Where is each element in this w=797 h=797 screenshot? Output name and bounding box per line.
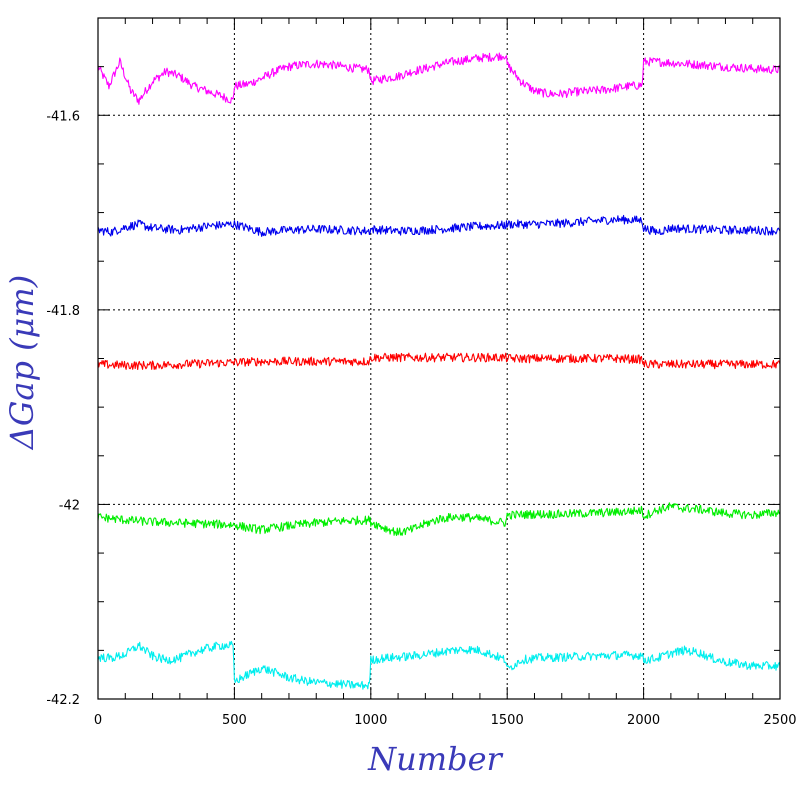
series-line-1 xyxy=(97,52,781,105)
x-tick-labels: 0 500 1000 1500 2000 2500 xyxy=(94,713,797,728)
y-tick-label: -41.6 xyxy=(46,109,80,124)
x-tick-label: 500 xyxy=(222,713,247,728)
x-tick-label: 2500 xyxy=(763,713,796,728)
x-tick-label: 1000 xyxy=(354,713,387,728)
x-tick-label: 1500 xyxy=(491,713,524,728)
y-tick-labels: -42.2 -42 -41.8 -41.6 xyxy=(46,109,80,708)
series-line-2 xyxy=(97,214,781,237)
x-axis-title: Number xyxy=(367,740,503,778)
y-axis-title: ΔGap (μm) xyxy=(3,275,41,452)
y-tick-label: -42 xyxy=(59,498,80,513)
plot-frame xyxy=(97,17,781,700)
axis-ticks xyxy=(97,18,781,700)
series-line-5 xyxy=(97,640,781,690)
y-tick-label: -42.2 xyxy=(46,693,80,708)
y-tick-label: -41.8 xyxy=(46,304,80,319)
grid-lines xyxy=(98,18,780,699)
x-tick-label: 0 xyxy=(94,713,102,728)
x-tick-label: 2000 xyxy=(627,713,660,728)
series-line-3 xyxy=(97,352,781,371)
series-group xyxy=(97,52,781,690)
series-line-4 xyxy=(97,502,781,537)
